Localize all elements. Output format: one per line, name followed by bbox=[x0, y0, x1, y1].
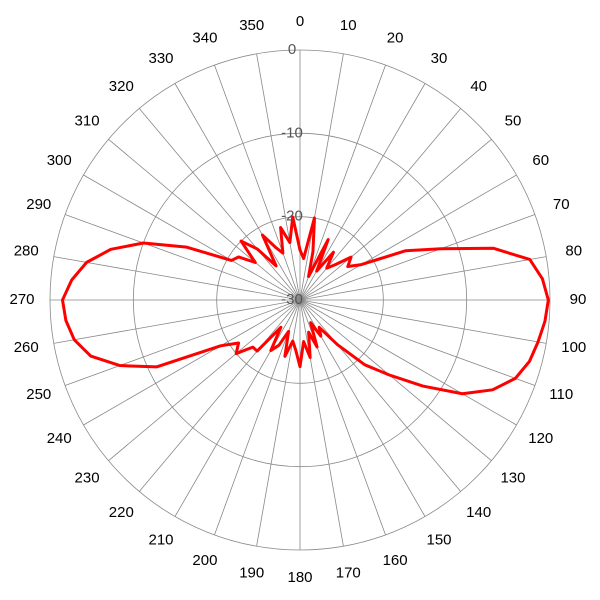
angle-label: 180 bbox=[287, 569, 312, 586]
pattern-line bbox=[61, 215, 550, 396]
angle-label: 250 bbox=[26, 386, 51, 403]
angle-label: 170 bbox=[336, 565, 361, 582]
spoke bbox=[299, 214, 536, 301]
angle-label: 350 bbox=[239, 17, 264, 34]
angle-label: 260 bbox=[14, 339, 39, 356]
angle-label: 310 bbox=[75, 112, 100, 129]
spoke bbox=[83, 174, 301, 301]
spoke bbox=[53, 256, 301, 301]
angle-label: 60 bbox=[532, 152, 549, 169]
angle-label: 280 bbox=[14, 243, 39, 260]
spoke bbox=[138, 299, 301, 492]
spoke bbox=[299, 138, 492, 301]
spoke bbox=[299, 174, 517, 301]
angle-label: 130 bbox=[500, 470, 525, 487]
angle-label: 340 bbox=[192, 30, 217, 47]
ring bbox=[216, 216, 384, 384]
radial-label: -20 bbox=[281, 208, 303, 225]
angle-label: 0 bbox=[296, 13, 304, 30]
spoke bbox=[299, 53, 344, 301]
angle-label: 80 bbox=[565, 243, 582, 260]
spoke bbox=[256, 53, 301, 301]
spoke bbox=[108, 138, 301, 301]
spoke bbox=[299, 299, 536, 386]
angle-label: 20 bbox=[387, 30, 404, 47]
angle-label: 270 bbox=[9, 291, 34, 308]
angle-label: 190 bbox=[239, 565, 264, 582]
spoke bbox=[174, 83, 301, 301]
radial-label: 0 bbox=[288, 41, 296, 58]
spoke bbox=[174, 299, 301, 517]
spoke bbox=[299, 64, 386, 301]
angle-label: 40 bbox=[470, 78, 487, 95]
spoke bbox=[64, 214, 301, 301]
angle-label: 10 bbox=[340, 17, 357, 34]
angle-label: 110 bbox=[549, 386, 573, 403]
angle-label: 160 bbox=[383, 552, 408, 569]
angle-label: 90 bbox=[570, 291, 587, 308]
spoke bbox=[53, 299, 301, 344]
spoke bbox=[299, 299, 462, 492]
angle-label: 320 bbox=[109, 78, 134, 95]
angle-label: 220 bbox=[109, 504, 134, 521]
spoke bbox=[214, 64, 301, 301]
spoke bbox=[64, 299, 301, 386]
spoke bbox=[299, 299, 517, 426]
angle-label: 290 bbox=[26, 196, 51, 213]
spoke bbox=[299, 256, 547, 301]
radial-label: -30 bbox=[281, 291, 303, 308]
angle-label: 150 bbox=[426, 532, 451, 549]
spoke bbox=[214, 299, 301, 536]
spoke bbox=[299, 299, 492, 462]
angle-label: 200 bbox=[192, 552, 217, 569]
angle-label: 240 bbox=[47, 430, 72, 447]
angle-label: 300 bbox=[47, 152, 72, 169]
angle-label: 30 bbox=[431, 50, 448, 67]
ring bbox=[132, 132, 468, 468]
angle-label: 230 bbox=[75, 470, 100, 487]
spoke bbox=[299, 299, 547, 344]
spoke bbox=[83, 299, 301, 426]
angle-label: 50 bbox=[505, 112, 522, 129]
radial-label: -10 bbox=[281, 124, 303, 141]
angle-label: 70 bbox=[553, 196, 570, 213]
spoke bbox=[138, 108, 301, 301]
angle-label: 140 bbox=[466, 504, 491, 521]
angle-label: 100 bbox=[561, 339, 586, 356]
spoke bbox=[299, 299, 344, 547]
spoke bbox=[108, 299, 301, 462]
ring bbox=[49, 49, 551, 551]
angle-label: 120 bbox=[528, 430, 553, 447]
angle-label: 210 bbox=[148, 532, 173, 549]
angle-label: 330 bbox=[148, 50, 173, 67]
